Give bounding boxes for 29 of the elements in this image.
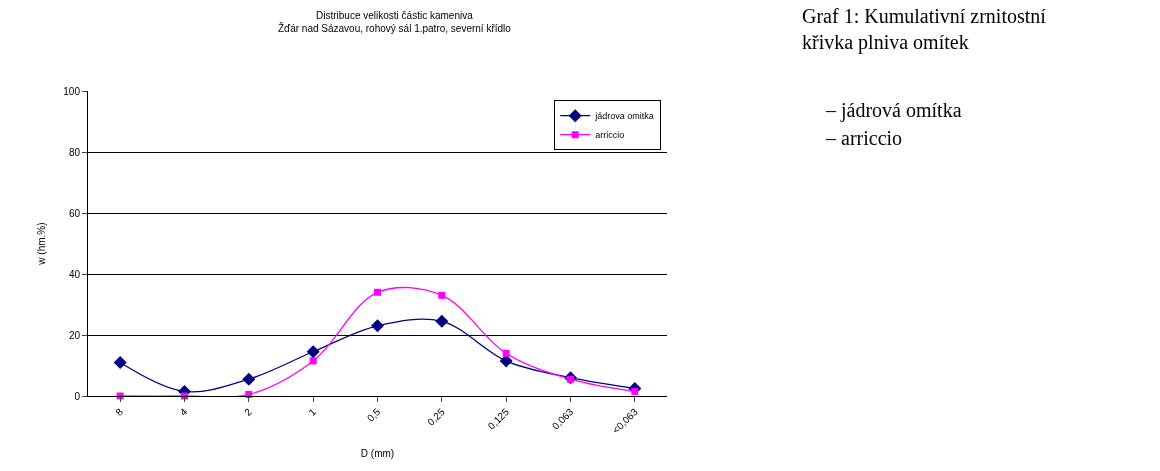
point: [306, 345, 320, 359]
point: [242, 372, 256, 386]
x-axis-title: D (mm): [360, 448, 395, 460]
text: – jádrová omítka: [825, 99, 962, 122]
point: [113, 355, 127, 369]
x-tick-label: 8: [113, 405, 126, 418]
y-tick-label: 20: [68, 329, 81, 341]
y-axis-title: w (hm.%): [36, 222, 48, 266]
x-tick-label: 0,5: [364, 405, 383, 424]
point: [371, 319, 384, 333]
legend-label: arriccio: [595, 130, 625, 141]
y-tick-label: 100: [63, 85, 81, 97]
legend-label: jádrova omitka: [594, 111, 654, 122]
chart-title: Distribuce velikosti částic kameniva Žďár nad Sázavou, rohový sál 1.patro, severní křídlo: [277, 9, 512, 34]
point: [502, 349, 510, 357]
y-tick-label: 0: [74, 390, 81, 402]
text: – arriccio: [825, 127, 903, 149]
y-tick-label: 60: [68, 207, 81, 219]
y-tick-label: 80: [68, 146, 81, 158]
y-tick-label: 40: [68, 268, 81, 280]
point: [435, 314, 449, 328]
point: [309, 357, 317, 365]
point: [374, 288, 381, 296]
x-tick-label: 2: [242, 405, 255, 418]
x-tick-label: 1: [306, 405, 319, 418]
point: [438, 291, 446, 299]
x-tick-label: 0,25: [425, 405, 448, 428]
text: Graf 1: Kumulativní zrnitostní křivka plniva omítek: [802, 5, 1047, 54]
x-tick-label: 4: [177, 405, 190, 418]
